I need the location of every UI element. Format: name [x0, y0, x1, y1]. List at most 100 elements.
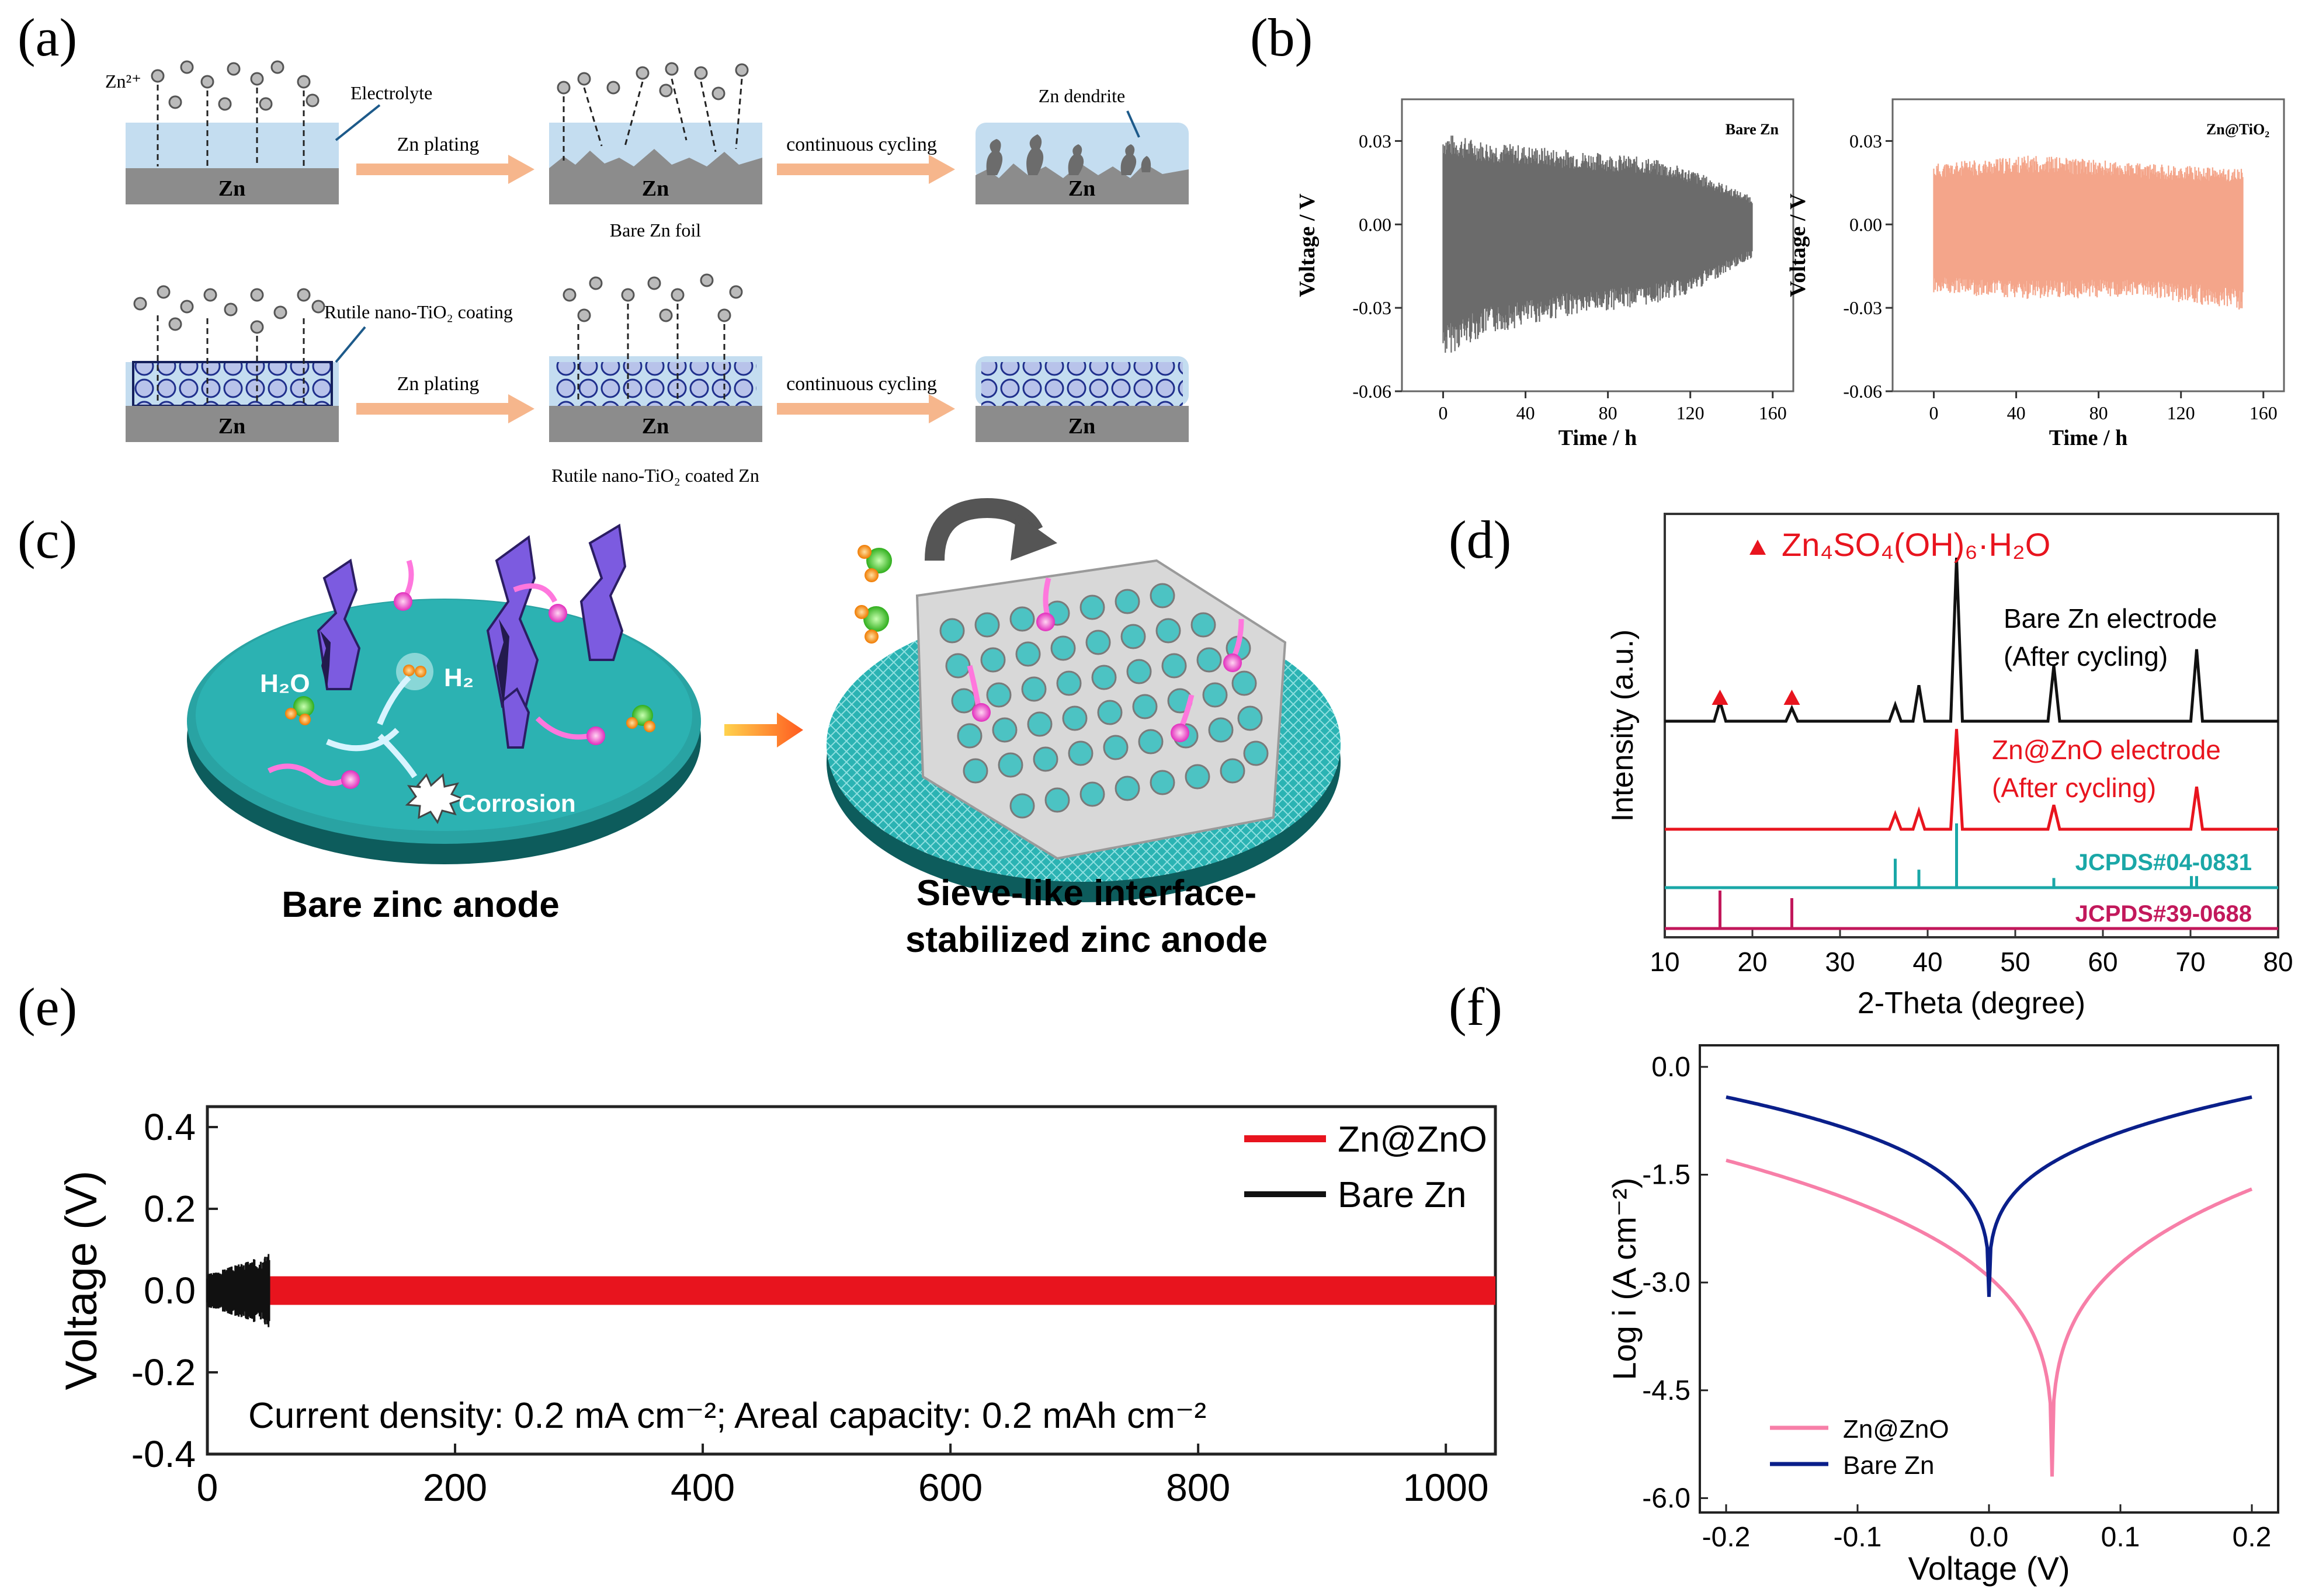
- x-tick-label: 600: [918, 1466, 983, 1509]
- series-label: Zn@ZnO electrode: [1992, 735, 2221, 765]
- x-axis-label: Time / h: [1558, 426, 1637, 450]
- zn-label: Zn: [642, 176, 669, 201]
- zn-ion-tail-icons: [267, 559, 605, 789]
- electrolyte-pointer: [335, 104, 381, 141]
- x-tick-label: 160: [1759, 402, 1787, 423]
- x-tick-label: 80: [1599, 402, 1617, 423]
- x-axis-label: Time / h: [2049, 426, 2127, 450]
- zn-label: Zn: [218, 414, 245, 439]
- x-tick-label: 80: [2089, 402, 2108, 423]
- plating-label: Zn plating: [397, 134, 480, 155]
- y-tick-label: 0.4: [144, 1106, 196, 1148]
- dendrite-label: Zn dendrite: [1039, 85, 1125, 106]
- coated-zn-caption: Rutile nano-TiO₂ coated Zn: [551, 465, 759, 486]
- y-tick-label: -3.0: [1642, 1267, 1690, 1298]
- rejection-arrow-icon: [925, 498, 1043, 561]
- chart-annotation: Current density: 0.2 mA cm⁻²; Areal capa…: [248, 1396, 1206, 1436]
- y-tick-label: 0.0: [1651, 1052, 1690, 1083]
- legend-label: Bare Zn: [1843, 1451, 1935, 1480]
- h2-label: H₂: [444, 663, 474, 692]
- x-tick-label: 10: [1650, 947, 1679, 977]
- y-tick-label: 0.2: [144, 1188, 196, 1230]
- y-axis-label: Log i (A cm⁻²): [1606, 1178, 1643, 1381]
- voltage-trace: [1933, 155, 2244, 310]
- zn-label: Zn: [218, 176, 245, 201]
- cycling-label: continuous cycling: [786, 373, 937, 395]
- plot-frame: [1891, 98, 2285, 392]
- legend-label: Zn@ZnO: [1338, 1119, 1487, 1160]
- legend-label: Zn@ZnO: [1843, 1415, 1949, 1444]
- x-tick-label: 40: [1912, 947, 1942, 977]
- ion-flux-arrows: [157, 85, 305, 166]
- x-tick-label: 60: [2088, 947, 2117, 977]
- x-tick-label: 70: [2175, 947, 2205, 977]
- legend-title: Zn₄SO₄(OH)₆·H₂O: [1782, 526, 2050, 563]
- chart-b-bare-zn: 0 40 80 120 160 0.03 0.00 -0.03 -0.06 Time / h Vol…: [1295, 98, 1794, 450]
- x-tick-label: 200: [423, 1466, 487, 1509]
- corrosion-label: Corrosion: [459, 790, 576, 817]
- x-tick-label: 160: [2250, 402, 2278, 423]
- legend-label: Bare Zn: [1338, 1175, 1467, 1215]
- sieve-caption-line-2: stabilized zinc anode: [905, 920, 1268, 960]
- series-label: JCPDS#04-0831: [2075, 850, 2252, 875]
- x-axis-label: Voltage (V): [1908, 1550, 2070, 1587]
- x-tick-label: 0.0: [1970, 1522, 2009, 1553]
- sieve-caption-line-1: Sieve-like interface-: [917, 873, 1256, 913]
- plot-frame: [1401, 98, 1794, 392]
- y-tick-label: 0.00: [1359, 214, 1391, 235]
- tafel-curve: [1726, 1095, 2252, 1297]
- chart-title: Zn@TiO₂: [2206, 121, 2269, 138]
- y-tick-label: -4.5: [1642, 1375, 1690, 1406]
- x-tick-label: 20: [1737, 947, 1767, 977]
- y-tick-label: -0.06: [1352, 381, 1391, 402]
- y-tick-label: -0.03: [1352, 297, 1391, 318]
- panel-label-b: (b): [1250, 8, 1313, 67]
- x-tick-label: 40: [1516, 402, 1535, 423]
- panel-c-schematic: H₂O H₂ Corrosion Bare zinc anode: [187, 498, 1341, 960]
- znzno-trace: [207, 1276, 1495, 1305]
- y-axis-label: Voltage / V: [1295, 193, 1320, 297]
- panel-a-schematic: Zn Zn²⁺ Electrolyte Zn plating Zn Ba: [105, 60, 1189, 486]
- x-tick-label: -0.1: [1834, 1522, 1882, 1553]
- coating-label: Rutile nano-TiO₂ coating: [324, 301, 513, 322]
- x-tick-label: 120: [2167, 402, 2195, 423]
- chart-b-zn-tio2: 0 40 80 120 160 0.03 0.00 -0.03 -0.06 Time / h Vol…: [1786, 98, 2285, 450]
- bare-zn-trace: [206, 1254, 270, 1327]
- y-tick-label: 0.0: [144, 1270, 196, 1312]
- legend-triangle-icon: [1749, 540, 1766, 555]
- y-tick-label: -6.0: [1642, 1483, 1690, 1514]
- zn-ion-label: Zn²⁺: [105, 71, 141, 92]
- x-tick-label: 1000: [1403, 1466, 1489, 1509]
- x-tick-label: 0.1: [2101, 1522, 2140, 1553]
- y-axis-label: Intensity (a.u.): [1606, 630, 1640, 822]
- chart-d-xrd: 10 20 30 40 50 60 70 80 2-Theta (degree) Intensit…: [1606, 513, 2293, 1020]
- x-tick-label: 80: [2263, 947, 2293, 977]
- series-label: JCPDS#39-0688: [2075, 901, 2252, 927]
- x-tick-label: 0: [197, 1466, 218, 1509]
- x-tick-label: 30: [1825, 947, 1855, 977]
- plating-label: Zn plating: [397, 373, 480, 395]
- x-tick-label: 120: [1676, 402, 1705, 423]
- x-tick-label: 0: [1439, 402, 1448, 423]
- x-tick-label: 0.2: [2233, 1522, 2272, 1553]
- zn-ion-particles: [151, 60, 320, 111]
- y-tick-label: -0.03: [1843, 297, 1882, 318]
- water-molecule-icons: [285, 696, 655, 732]
- panel-label-e: (e): [18, 977, 77, 1037]
- xrd-pattern-line: [1665, 729, 2278, 831]
- x-tick-label: -0.2: [1702, 1522, 1751, 1553]
- y-axis-label: Voltage (V): [57, 1171, 106, 1390]
- h2o-label: H₂O: [260, 669, 310, 698]
- y-tick-label: 0.00: [1849, 214, 1882, 235]
- panel-label-a: (a): [18, 8, 77, 67]
- series-label: (After cycling): [1992, 773, 2156, 803]
- corrosion-burst-icon: [405, 773, 466, 825]
- voltage-trace: [1442, 135, 1753, 353]
- series-label: (After cycling): [2004, 641, 2168, 672]
- bare-zinc-anode-caption: Bare zinc anode: [282, 885, 559, 925]
- x-tick-label: 0: [1929, 402, 1939, 423]
- triangle-marker-icon: [1712, 690, 1728, 705]
- zn-label: Zn: [1068, 414, 1095, 439]
- electrolyte-label: Electrolyte: [350, 82, 432, 103]
